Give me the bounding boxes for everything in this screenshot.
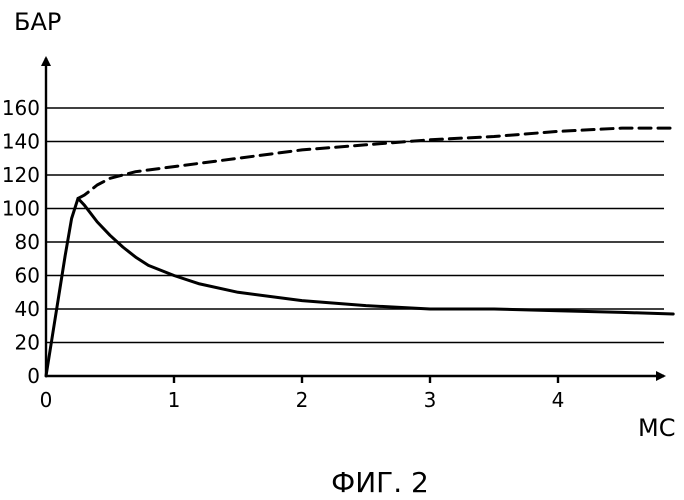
y-tick-label: 0 xyxy=(27,364,40,388)
x-tick-label: 0 xyxy=(40,388,53,412)
x-tick-labels: 0 1 2 3 4 xyxy=(40,376,565,412)
series-line-dashed xyxy=(78,128,673,198)
y-tick-labels: 0 20 40 60 80 100 120 140 160 xyxy=(2,96,40,388)
y-tick-label: 60 xyxy=(15,264,40,288)
y-tick-label: 160 xyxy=(2,96,40,120)
y-tick-label: 80 xyxy=(15,230,40,254)
y-tick-label: 140 xyxy=(2,130,40,154)
y-tick-label: 20 xyxy=(15,331,40,355)
grid-lines xyxy=(46,108,664,343)
y-tick-label: 40 xyxy=(15,297,40,321)
figure-caption: ФИГ. 2 xyxy=(331,466,429,499)
x-tick-label: 3 xyxy=(424,388,437,412)
x-axis-title: МС xyxy=(638,414,675,442)
series-group xyxy=(46,128,673,376)
x-tick-label: 2 xyxy=(296,388,309,412)
series-line-solid xyxy=(46,198,673,376)
x-tick-label: 4 xyxy=(552,388,565,412)
y-tick-label: 100 xyxy=(2,197,40,221)
x-tick-label: 1 xyxy=(168,388,181,412)
y-axis-title: БАР xyxy=(14,8,61,36)
y-tick-label: 120 xyxy=(2,163,40,187)
